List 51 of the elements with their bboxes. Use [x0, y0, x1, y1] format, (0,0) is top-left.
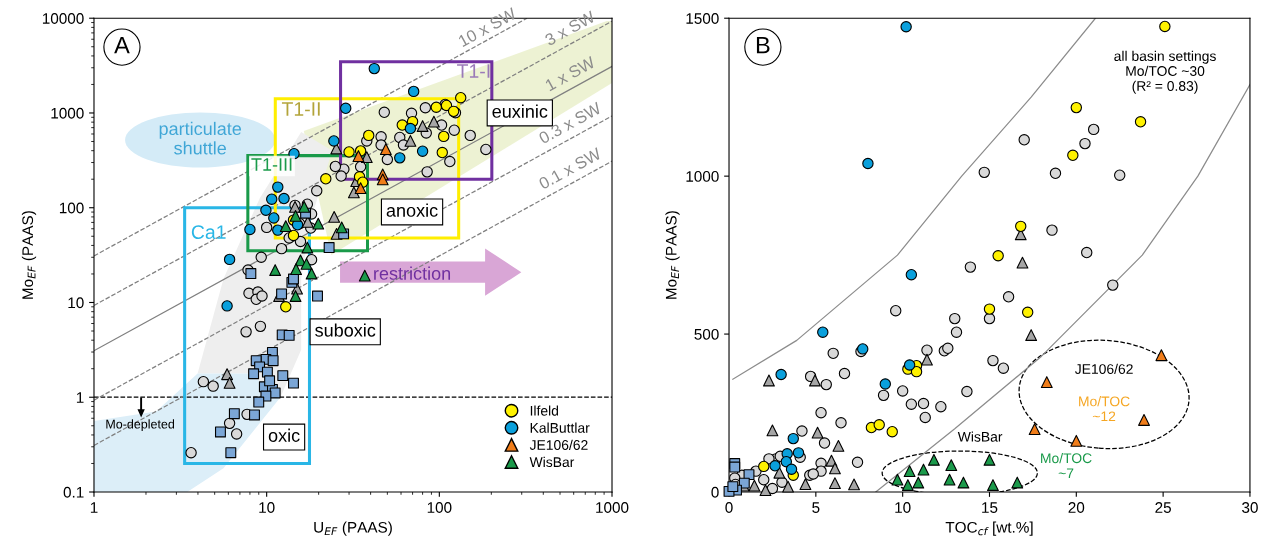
annotation: T1-III	[251, 158, 292, 171]
annotation: 3 x SW	[544, 10, 597, 47]
annotation: 0.1 x SW	[537, 147, 603, 190]
legend-label: JE106/62	[529, 439, 588, 450]
y-tick-label: 0.1	[63, 486, 84, 498]
annotation: restriction	[374, 266, 451, 280]
annotation: particulate shuttle	[159, 121, 242, 155]
x-tick-label: 25	[1155, 502, 1171, 513]
x-tick-label: 1000	[596, 502, 629, 513]
x-axis-title: TOC$_{cf}$ [wt.%]	[945, 521, 1033, 536]
x-tick-label: 5	[812, 502, 820, 513]
annotation: JE106/62	[1074, 363, 1133, 374]
annotation: suboxic	[315, 323, 376, 337]
legend-label: Ilfeld	[530, 405, 559, 416]
annotation: Mo/TOC ~12	[1079, 396, 1130, 422]
y-tick-label: 10	[68, 297, 84, 309]
y-tick-label: 0	[711, 486, 719, 498]
x-tick-label: 0	[725, 502, 733, 513]
x-tick-label: 1	[90, 502, 98, 513]
annotation: anoxic	[386, 203, 438, 217]
legend-label: KalButtlar	[530, 422, 590, 433]
annotation: 10 x SW	[457, 7, 518, 48]
y-tick-label: 100	[59, 202, 84, 214]
y-tick-label: 1500	[686, 13, 719, 24]
annotation: Mo/TOC ~7	[1041, 452, 1092, 478]
annotation: T1-II	[281, 102, 320, 116]
y-tick-label: 1	[76, 392, 84, 403]
annotation: WisBar	[957, 431, 1003, 442]
y-axis-title: Mo$_{EF}$ (PAAS)	[665, 211, 680, 299]
x-tick-label: 15	[982, 502, 998, 513]
y-tick-label: 10000	[42, 13, 84, 24]
annotation: Mo-depleted	[106, 419, 175, 432]
x-tick-label: 10	[895, 502, 911, 513]
x-tick-label: 30	[1242, 502, 1258, 513]
annotation: euxinic	[492, 104, 548, 118]
y-axis-title: Mo$_{EF}$ (PAAS)	[21, 211, 37, 299]
x-tick-label: 100	[427, 502, 452, 513]
y-tick-label: 1000	[686, 171, 719, 182]
x-tick-label: 20	[1068, 502, 1085, 513]
annotation: all basin settings Mo/TOC ~30 (R² = 0.83)	[1114, 50, 1216, 94]
x-tick-label: 10	[259, 502, 275, 513]
annotation: B	[756, 36, 770, 54]
annotation: A	[114, 36, 130, 54]
annotation: T1-I	[457, 64, 490, 78]
y-tick-label: 1000	[51, 107, 84, 119]
annotation: Ca1	[191, 225, 226, 240]
annotation: oxic	[268, 428, 300, 442]
legend-label: WisBar	[529, 456, 575, 468]
annotation: 1 x SW	[544, 55, 597, 92]
x-axis-title: U$_{EF}$ (PAAS)	[314, 521, 392, 536]
y-tick-label: 500	[694, 328, 719, 340]
